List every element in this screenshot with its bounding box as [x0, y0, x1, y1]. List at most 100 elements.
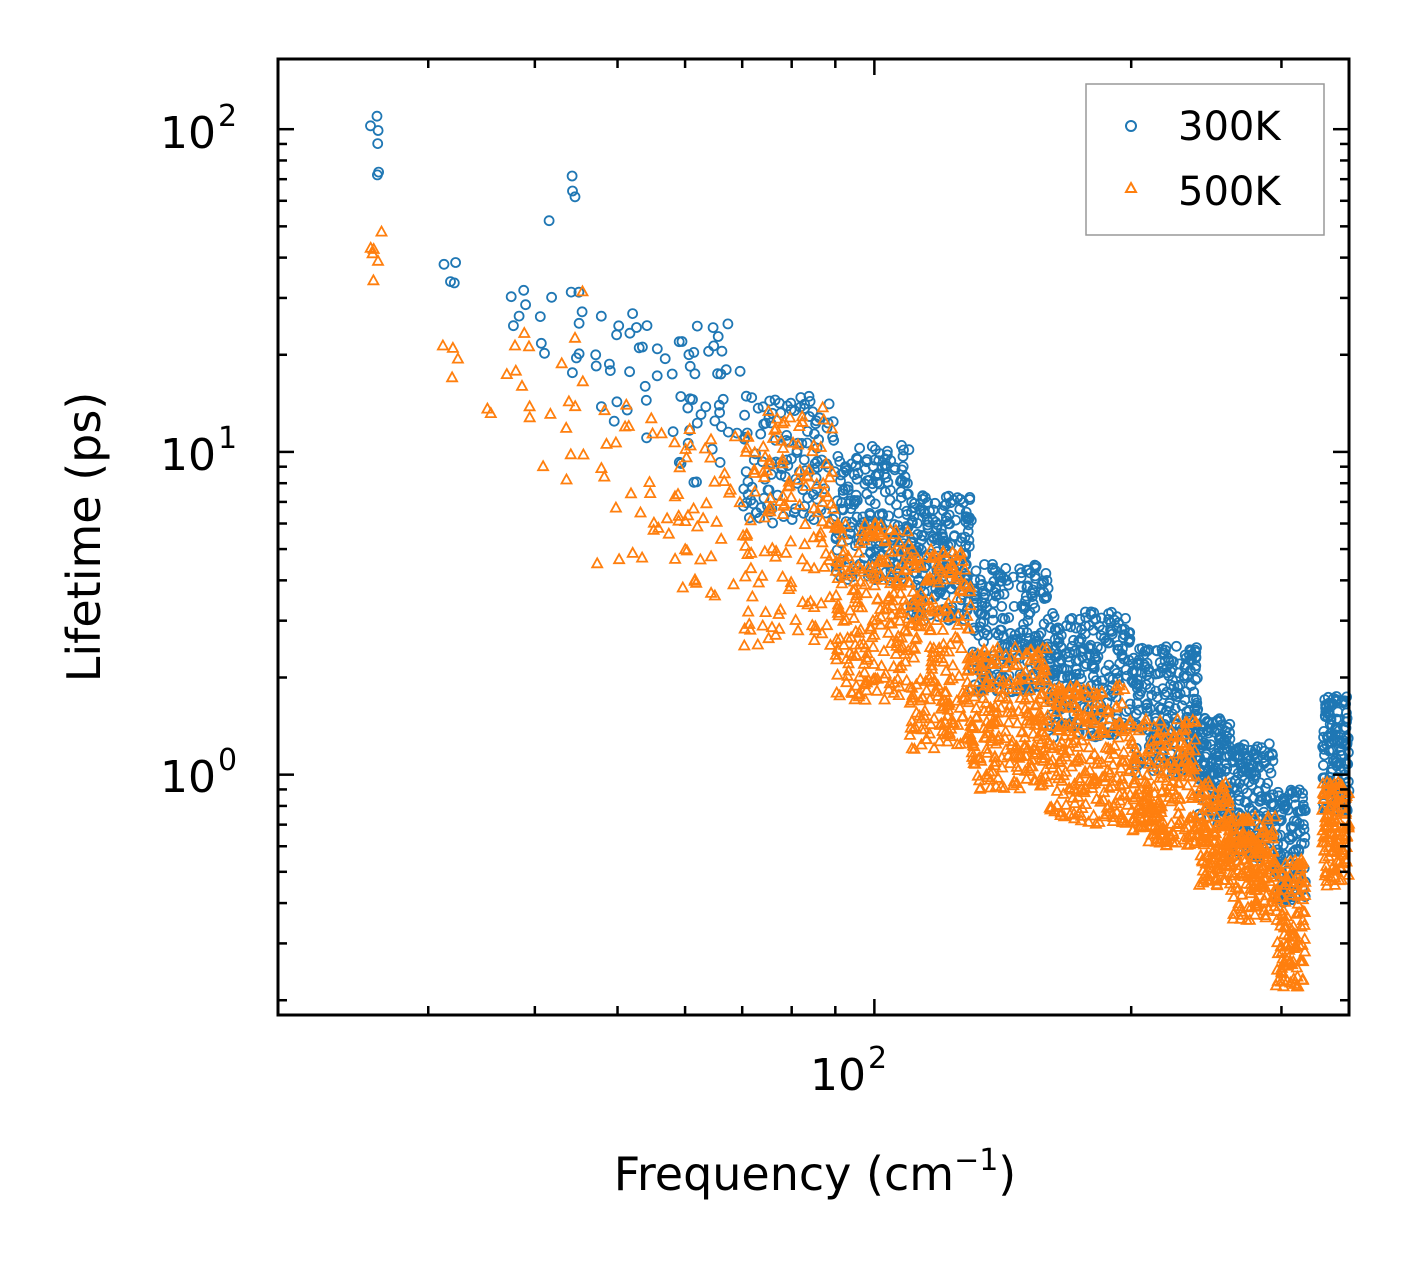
point-300k — [840, 516, 852, 527]
point-300k — [1325, 766, 1337, 778]
point-500k — [1002, 715, 1016, 728]
point-500k — [1250, 896, 1264, 909]
point-500k — [1247, 845, 1261, 858]
point-300k — [717, 393, 729, 405]
point-500k — [1277, 882, 1291, 895]
point-500k — [1138, 820, 1152, 833]
point-500k — [829, 554, 843, 567]
point-300k — [667, 426, 679, 438]
point-500k — [1186, 712, 1200, 725]
point-500k — [515, 379, 529, 391]
point-500k — [590, 556, 604, 569]
point-300k — [1191, 672, 1203, 684]
point-500k — [898, 654, 912, 667]
point-500k — [559, 421, 573, 433]
point-500k — [757, 470, 771, 483]
point-500k — [893, 613, 907, 626]
y-tick-label-100-exp: 2 — [218, 99, 237, 134]
point-500k — [789, 613, 803, 625]
point-500k — [1010, 716, 1024, 729]
point-500k — [991, 640, 1005, 653]
point-300k — [1070, 622, 1082, 634]
point-500k — [1050, 784, 1064, 796]
point-300k — [641, 320, 653, 332]
point-500k — [1330, 792, 1344, 804]
point-500k — [830, 632, 844, 645]
point-300k — [1014, 627, 1026, 638]
point-300k — [740, 390, 752, 402]
point-500k — [1123, 714, 1137, 726]
point-300k — [927, 504, 939, 516]
point-500k — [646, 426, 660, 439]
point-500k — [772, 621, 786, 634]
point-500k — [522, 339, 536, 352]
point-300k — [804, 395, 816, 407]
point-500k — [960, 579, 974, 592]
point-300k — [1321, 700, 1332, 712]
point-500k — [1288, 883, 1302, 895]
point-300k — [573, 317, 585, 329]
point-300k — [1241, 787, 1253, 799]
point-500k — [1235, 887, 1249, 900]
point-300k — [1103, 659, 1115, 671]
point-500k — [974, 780, 988, 793]
point-500k — [1296, 972, 1310, 985]
point-500k — [1033, 673, 1047, 686]
point-500k — [1063, 807, 1077, 820]
point-300k — [979, 559, 990, 570]
point-500k — [934, 701, 948, 714]
point-300k — [912, 529, 923, 540]
point-500k — [1274, 913, 1288, 926]
point-500k — [451, 351, 465, 364]
point-500k — [1010, 657, 1025, 670]
point-500k — [924, 675, 938, 687]
point-500k — [724, 482, 738, 495]
point-500k — [708, 588, 722, 601]
point-500k — [853, 637, 867, 650]
point-300k — [1322, 730, 1334, 742]
point-500k — [1005, 737, 1019, 750]
point-500k — [923, 640, 937, 652]
point-500k — [364, 240, 378, 253]
point-300k — [1064, 614, 1076, 625]
point-300k — [703, 345, 714, 357]
point-500k — [903, 695, 917, 708]
point-300k — [895, 486, 907, 498]
point-500k — [948, 630, 962, 642]
point-300k — [1087, 670, 1099, 682]
point-500k — [954, 545, 968, 558]
point-500k — [597, 469, 611, 482]
point-500k — [1240, 864, 1254, 876]
point-300k — [691, 417, 703, 429]
point-300k — [1016, 600, 1028, 612]
point-500k — [885, 616, 899, 629]
point-300k — [1108, 687, 1119, 699]
point-300k — [716, 345, 728, 357]
point-500k — [1222, 808, 1236, 820]
point-500k — [991, 733, 1005, 745]
point-500k — [1213, 798, 1227, 811]
point-300k — [535, 337, 547, 349]
point-500k — [776, 441, 790, 453]
point-500k — [758, 449, 772, 462]
point-500k — [992, 690, 1006, 702]
point-500k — [850, 588, 864, 601]
point-500k — [984, 731, 998, 744]
point-500k — [1294, 919, 1308, 932]
point-500k — [679, 450, 694, 463]
point-500k — [880, 601, 894, 614]
point-300k — [1280, 799, 1291, 811]
point-300k — [1077, 651, 1088, 663]
point-500k — [883, 522, 898, 535]
point-500k — [784, 490, 798, 503]
point-500k — [1291, 857, 1305, 870]
point-500k — [971, 768, 985, 781]
point-500k — [1156, 783, 1170, 796]
point-500k — [1256, 879, 1270, 892]
point-500k — [919, 593, 933, 606]
point-300k — [1132, 690, 1144, 701]
point-500k — [979, 678, 994, 691]
point-300k — [546, 291, 557, 303]
point-500k — [1106, 757, 1120, 770]
point-500k — [807, 561, 821, 574]
